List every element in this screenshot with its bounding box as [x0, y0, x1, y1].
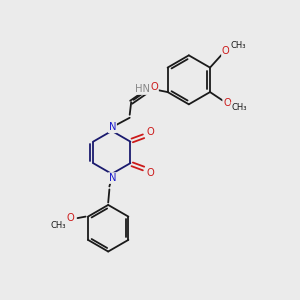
Text: CH₃: CH₃ — [231, 103, 247, 112]
Text: CH₃: CH₃ — [50, 221, 66, 230]
Text: HN: HN — [135, 84, 150, 94]
Text: O: O — [150, 82, 158, 92]
Text: N: N — [109, 173, 116, 183]
Text: O: O — [66, 213, 74, 223]
Text: O: O — [146, 168, 154, 178]
Text: O: O — [146, 127, 154, 137]
Text: N: N — [109, 122, 116, 132]
Text: CH₃: CH₃ — [230, 41, 245, 50]
Text: O: O — [223, 98, 231, 108]
Text: O: O — [222, 46, 230, 56]
